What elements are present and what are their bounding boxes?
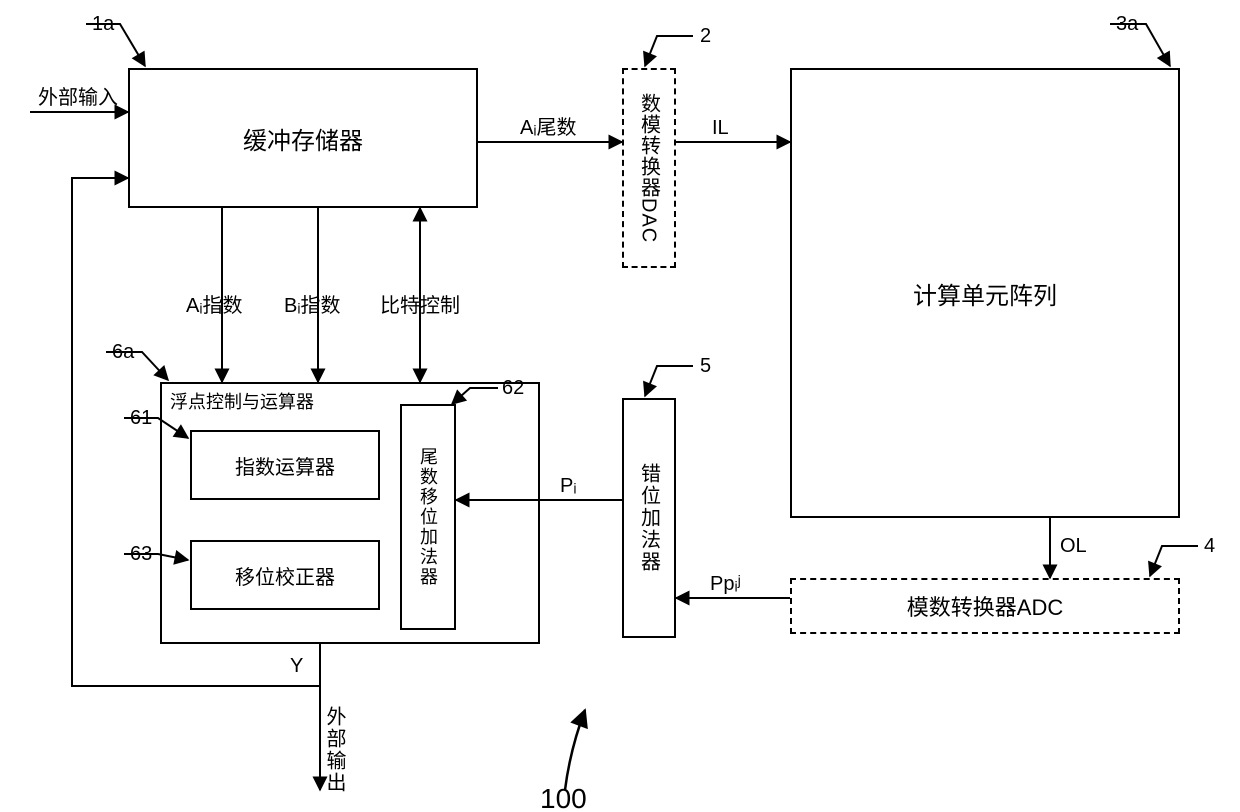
leader-3a — [1110, 24, 1170, 66]
edge-ext-out-label: 外部输出 — [323, 706, 346, 794]
shift-correct-box: 移位校正器 — [190, 540, 380, 610]
shift-correct-label: 移位校正器 — [235, 561, 335, 590]
id-3a: 3a — [1116, 13, 1139, 35]
id-6a: 6a — [112, 341, 135, 363]
edge-ext-in-label: 外部输入 — [38, 86, 118, 109]
mantissa-add-box: 尾数移位加法器 — [400, 404, 456, 630]
compute-label: 计算单元阵列 — [913, 276, 1057, 311]
edge-y-label: Y — [290, 655, 303, 677]
id-1a: 1a — [92, 13, 115, 35]
edge-il-label: IL — [712, 117, 729, 139]
buffer-label: 缓冲存储器 — [243, 121, 363, 156]
id-61: 61 — [130, 407, 152, 429]
dac-box: 数模转换器DAC — [622, 68, 676, 268]
mantissa-add-label: 尾数移位加法器 — [415, 447, 441, 587]
adc-box: 模数转换器ADC — [790, 578, 1180, 634]
main-number-label: 100 — [540, 783, 587, 812]
edge-bi-exp-label: Bᵢ指数 — [284, 294, 340, 317]
id-63: 63 — [130, 543, 152, 565]
leader-5 — [645, 366, 693, 396]
buffer-box: 缓冲存储器 — [128, 68, 478, 208]
leader-6a — [106, 352, 168, 380]
leader-4 — [1150, 546, 1198, 576]
edge-ai-mantissa-label: Aᵢ尾数 — [520, 116, 576, 139]
id-2: 2 — [700, 25, 711, 47]
shift-adder-label: 错位加法器 — [635, 463, 664, 573]
leader-100 — [565, 710, 585, 790]
edge-pi-label: Pᵢ — [560, 475, 576, 497]
id-5: 5 — [700, 355, 711, 377]
adc-label: 模数转换器ADC — [907, 590, 1063, 622]
edge-ai-exp-label: Aᵢ指数 — [186, 294, 242, 317]
edge-ppi-label: Ppᵢʲ — [710, 573, 741, 595]
edge-ol-label: OL — [1060, 535, 1087, 557]
exp-unit-label: 指数运算器 — [235, 451, 335, 480]
leader-2 — [645, 36, 693, 66]
id-4: 4 — [1204, 535, 1215, 557]
dac-label: 数模转换器DAC — [635, 93, 664, 243]
exp-unit-box: 指数运算器 — [190, 430, 380, 500]
edge-bit-ctrl-label: 比特控制 — [380, 294, 460, 317]
shift-adder-box: 错位加法器 — [622, 398, 676, 638]
fp-ctrl-label: 浮点控制与运算器 — [170, 388, 314, 414]
compute-box: 计算单元阵列 — [790, 68, 1180, 518]
leader-1a — [86, 24, 145, 66]
